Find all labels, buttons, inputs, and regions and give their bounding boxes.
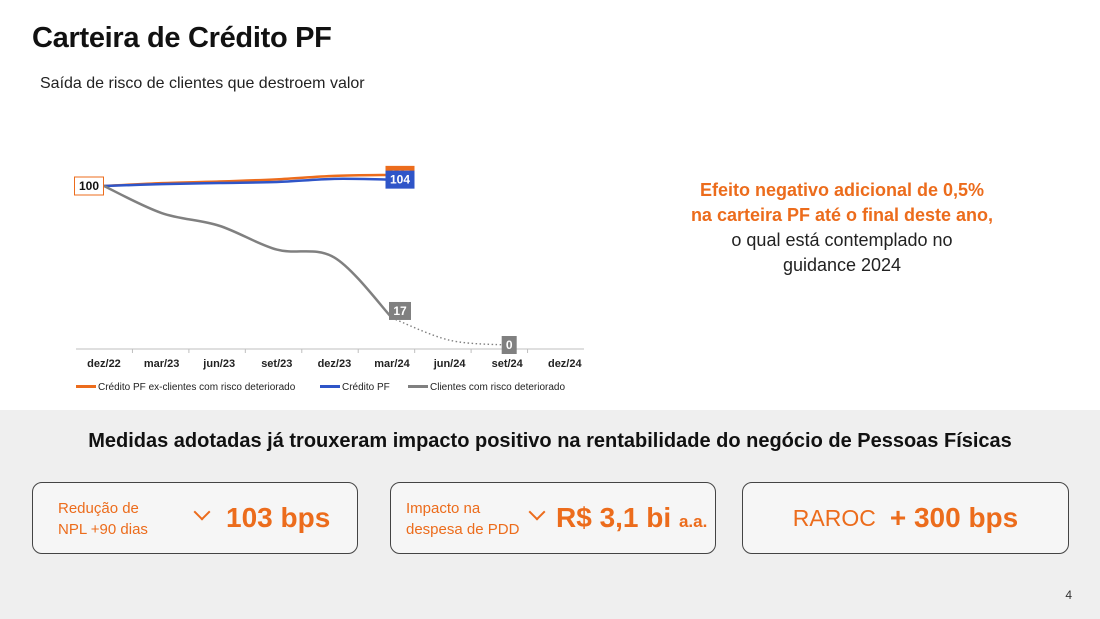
npl-card: Redução de NPL +90 dias 103 bps (32, 482, 358, 554)
page-number: 4 (1065, 588, 1072, 602)
pdd-card-value: R$ 3,1 bi (556, 502, 672, 533)
chart-subtitle: Saída de risco de clientes que destroem … (40, 75, 365, 92)
x-tick-label: jun/23 (202, 358, 235, 370)
x-tick-label: set/23 (261, 358, 292, 370)
data-label: 100 (79, 179, 99, 193)
series-line-1 (103, 177, 393, 188)
legend-swatch (320, 385, 340, 388)
raroc-card-value: + 300 bps (889, 502, 1019, 533)
npl-card-label-line-2: NPL +90 dias (58, 521, 148, 538)
legend-label: Clientes com risco deteriorado (430, 382, 565, 393)
page-title: Carteira de Crédito PF (32, 22, 332, 54)
x-tick-label: dez/23 (318, 358, 352, 370)
series-projection-line-2 (391, 317, 508, 346)
npl-card-label-line-1: Redução de (58, 500, 139, 517)
legend-label: Crédito PF (342, 382, 390, 393)
data-label: 0 (506, 338, 513, 352)
x-tick-label: set/24 (492, 358, 524, 370)
legend-swatch (408, 385, 428, 388)
chevron-down-icon (193, 503, 211, 521)
raroc-card: RAROC + 300 bps (742, 482, 1069, 554)
pdd-card-label-line-2: despesa de PDD (406, 521, 520, 538)
x-tick-label: dez/24 (548, 358, 583, 370)
data-label: 104 (390, 173, 410, 187)
data-label-box (385, 170, 415, 189)
data-label-box (74, 176, 104, 196)
line-chart: dez/22 mar/23 jun/23 set/23 dez/23 mar/24 jun/… (74, 165, 584, 393)
x-tick-label: dez/22 (87, 358, 121, 370)
pdd-card-label: Impacto na despesa de PDD (406, 498, 536, 540)
data-label-box (389, 301, 411, 320)
npl-card-value: 103 bps (226, 502, 331, 533)
series-line-2 (103, 184, 393, 319)
callout-text: Efeito negativo adicional de 0,5% na car… (642, 178, 1042, 278)
x-tick-label: mar/23 (144, 358, 179, 370)
pdd-card-unit: a.a. (678, 512, 708, 531)
x-tick-label: jun/24 (433, 358, 467, 370)
pdd-card: Impacto na despesa de PDD R$ 3,1 bi a.a. (390, 482, 716, 554)
x-tick-label: mar/24 (374, 358, 410, 370)
raroc-card-label: RAROC (792, 504, 876, 531)
callout-highlight-line-1: Efeito negativo adicional de 0,5% (699, 180, 985, 200)
callout-text-line-2: guidance 2024 (782, 255, 902, 275)
pdd-card-label-line-1: Impacto na (406, 500, 481, 517)
npl-card-label: Redução de NPL +90 dias (58, 498, 188, 540)
pdd-card-value-group: R$ 3,1 bi a.a. (556, 502, 707, 534)
callout-highlight-line-2: na carteira PF até o final deste ano, (690, 205, 994, 225)
results-heading: Medidas adotadas já trouxeram impacto po… (88, 430, 1012, 452)
results-panel: Medidas adotadas já trouxeram impacto po… (0, 410, 1100, 619)
data-label-box (501, 336, 517, 354)
legend-swatch (76, 385, 96, 388)
legend-label: Crédito PF ex-clientes com risco deterio… (98, 382, 296, 393)
callout-text-line-1: o qual está contemplado no (731, 230, 953, 250)
data-label: 17 (393, 304, 407, 318)
